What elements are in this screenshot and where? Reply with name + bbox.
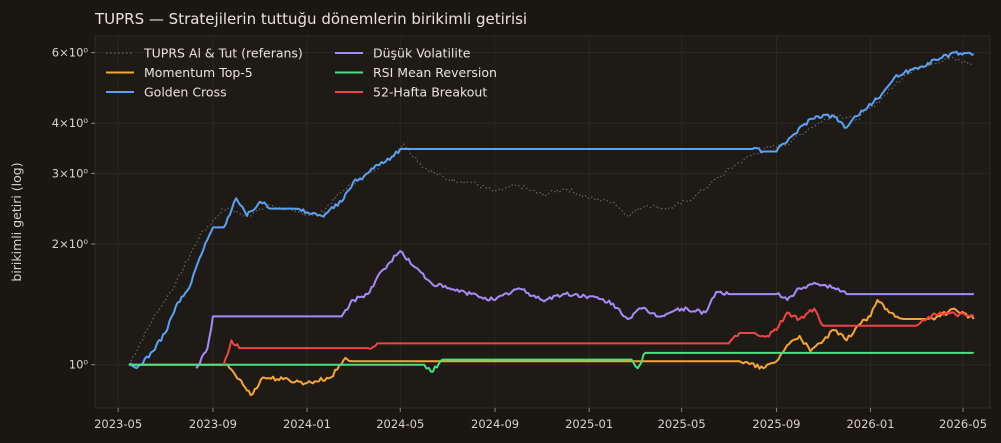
series-line-3: [195, 250, 974, 369]
y-tick-label: 10⁰: [69, 358, 89, 372]
y-tick-label: 2×10⁰: [52, 237, 89, 251]
y-axis-label: birikimli getiri (log): [9, 162, 24, 281]
series-lines: [128, 50, 975, 397]
x-tick-label: 2025-05: [658, 417, 706, 431]
series-line-5: [222, 307, 975, 365]
legend-label: 52-Hafta Breakout: [373, 85, 487, 100]
y-axis: 10⁰ 2×10⁰ 3×10⁰ 4×10⁰ 6×10⁰: [52, 46, 95, 372]
legend-label: RSI Mean Reversion: [373, 65, 497, 80]
x-tick-label: 2025-09: [752, 417, 800, 431]
x-tick-label: 2025-01: [565, 417, 613, 431]
x-tick-label: 2026-05: [939, 417, 987, 431]
legend-label: TUPRS Al & Tut (referans): [143, 46, 303, 61]
series-line-1: [128, 299, 975, 397]
legend-label: Düşük Volatilite: [373, 46, 471, 61]
x-tick-label: 2023-09: [189, 417, 237, 431]
legend-label: Golden Cross: [144, 85, 227, 100]
x-tick-label: 2024-05: [376, 417, 424, 431]
plot-area: [94, 35, 991, 409]
series-line-4: [128, 351, 974, 373]
x-tick-label: 2026-01: [846, 417, 894, 431]
legend: TUPRS Al & Tut (referans) Momentum Top-5 G…: [106, 46, 497, 100]
chart-title: TUPRS — Stratejilerin tuttuğu dönemlerin…: [94, 10, 527, 28]
x-tick-label: 2024-09: [471, 417, 519, 431]
y-tick-label: 4×10⁰: [52, 116, 89, 130]
y-tick-label: 6×10⁰: [52, 46, 89, 60]
x-tick-label: 2023-05: [94, 417, 142, 431]
series-line-2: [128, 50, 975, 370]
y-tick-label: 3×10⁰: [52, 166, 89, 180]
x-tick-label: 2024-01: [283, 417, 331, 431]
legend-label: Momentum Top-5: [144, 65, 253, 80]
x-axis: 2023-05 2023-09 2024-01 2024-05 2024-09 2025-…: [94, 408, 987, 431]
